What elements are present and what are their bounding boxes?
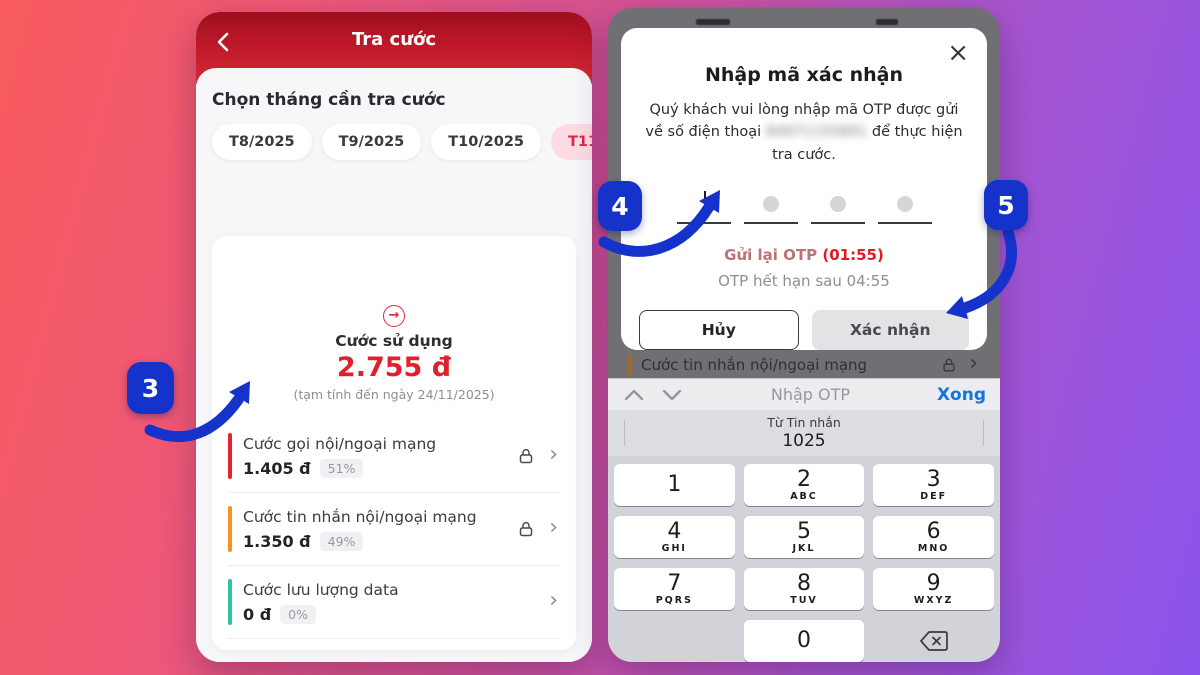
blurred-phone-number: 84971155891 [765,124,868,141]
otp-dot [896,196,913,213]
usage-row-data[interactable]: Cước lưu lượng data 0 đ 0% › [228,565,560,638]
done-button[interactable]: Xong [936,384,986,405]
key-4[interactable]: 4 GHI [614,516,735,558]
usage-percent-badge: 51% [319,458,364,478]
chevron-right-icon: › [549,515,558,540]
month-tab-t9[interactable]: T9/2025 [321,124,422,160]
chevron-down-icon[interactable] [660,387,684,403]
usage-percent-badge: 0% [280,604,316,624]
usage-title: Cước gọi nội/ngoại mạng [243,434,437,453]
page-body: Chọn tháng cần tra cước T8/2025 T9/2025 … [196,68,592,662]
usage-row-calls[interactable]: Cước gọi nội/ngoại mạng 1.405 đ 51% [228,420,560,492]
confirm-button[interactable]: Xác nhận [811,310,969,351]
month-tabs: T8/2025 T9/2025 T10/2025 T11/2025 [212,124,592,160]
suggestion-source: Từ Tin nhắn [767,415,841,430]
usage-row-other[interactable]: Cước dịch vụ khác 0 đ 0% › [228,638,560,650]
key-0[interactable]: 0 [743,620,865,662]
otp-dot [829,196,846,213]
otp-input-group [639,188,969,225]
close-icon[interactable]: × [947,38,969,68]
month-tab-t10[interactable]: T10/2025 [431,124,542,160]
usage-title: Cước lưu lượng data [243,580,399,599]
lock-icon [519,521,533,537]
usage-title: Cước tin nhắn nội/ngoại mạng [243,507,477,526]
key-6[interactable]: 6 MNO [873,516,994,558]
gauge-note: (tạm tính đến ngày 24/11/2025) [293,386,495,402]
month-tab-t8[interactable]: T8/2025 [212,124,312,160]
lock-icon [519,448,533,464]
step-badge-4: 4 [598,181,642,231]
gauge-label: Cước sử dụng [335,331,453,350]
usage-card: → Cước sử dụng 2.755 đ (tạm tính đến ngà… [212,236,576,650]
dimmed-background-header [608,19,1000,29]
chevron-up-icon[interactable] [622,387,646,403]
backspace-icon [919,631,948,651]
otp-input-placeholder: Nhập OTP [770,385,851,404]
key-3[interactable]: 3 DEF [873,464,994,506]
keyboard-accessory-bar: Nhập OTP Xong [608,378,1000,410]
back-button[interactable] [212,30,236,54]
category-color-bar [228,506,232,552]
usage-row-sms[interactable]: Cước tin nhắn nội/ngoại mạng 1.350 đ 49% [228,492,560,565]
month-section-heading: Chọn tháng cần tra cước [212,90,446,110]
key-8[interactable]: 8 TUV [743,568,865,610]
tra-cuoc-screen: Tra cước Chọn tháng cần tra cước T8/2025… [196,12,592,662]
usage-percent-badge: 49% [319,531,364,551]
suggestion-code: 1025 [782,431,826,451]
numeric-keyboard: 1 2 ABC 3 DEF 4 GHI 5 JKL [608,456,1000,662]
otp-expiry-text: OTP hết hạn sau 04:55 [718,272,890,291]
chevron-right-icon: › [549,588,558,613]
usage-amount: 0 đ [243,604,272,624]
otp-field-2[interactable] [743,188,798,225]
key-5[interactable]: 5 JKL [743,516,865,558]
chevron-right-icon: › [969,351,978,376]
backspace-key[interactable] [873,620,994,662]
key-9[interactable]: 9 WXYZ [873,568,994,610]
dimmed-usage-row: Cước tin nhắn nội/ngoại mạng › [628,352,980,378]
usage-amount: 1.350 đ [243,531,311,551]
chevron-right-icon: › [549,442,558,467]
usage-gauge-chart: → Cước sử dụng 2.755 đ (tạm tính đến ngà… [251,262,537,412]
category-color-bar [628,354,632,376]
key-7[interactable]: 7 PQRS [614,568,735,610]
usage-list: Cước gọi nội/ngoại mạng 1.405 đ 51% [228,420,560,650]
keyboard-empty-cell [614,620,735,662]
resend-otp-link[interactable]: Gửi lại OTP (01:55) [724,246,884,265]
back-chevron-icon [217,32,229,52]
step-badge-3: 3 [127,362,174,414]
arrow-circle-icon[interactable]: → [383,304,405,327]
otp-dot [762,196,779,213]
otp-field-3[interactable] [810,188,865,225]
otp-screen: × Nhập mã xác nhận Quý khách vui lòng nh… [608,8,1000,662]
category-color-bar [228,579,232,625]
cancel-button[interactable]: Hủy [639,310,799,351]
dialog-body-text: Quý khách vui lòng nhập mã OTP được gửi … [645,102,963,163]
category-color-bar [228,433,232,479]
usage-amount: 1.405 đ [243,458,311,478]
key-2[interactable]: 2 ABC [743,464,865,506]
otp-field-1[interactable] [676,188,731,225]
month-tab-t11-selected[interactable]: T11/2025 [551,124,592,160]
step-badge-5: 5 [984,180,1028,230]
otp-field-4[interactable] [877,188,932,225]
dialog-title: Nhập mã xác nhận [704,64,904,86]
text-cursor [703,191,706,220]
lock-icon [943,358,955,372]
key-1[interactable]: 1 [614,464,735,506]
resend-timer: (01:55) [822,246,884,265]
page-title: Tra cước [351,29,437,50]
otp-dialog: × Nhập mã xác nhận Quý khách vui lòng nh… [621,28,987,351]
gauge-amount: 2.755 đ [336,351,452,383]
sms-autofill-suggestion[interactable]: Từ Tin nhắn 1025 [608,410,1000,456]
